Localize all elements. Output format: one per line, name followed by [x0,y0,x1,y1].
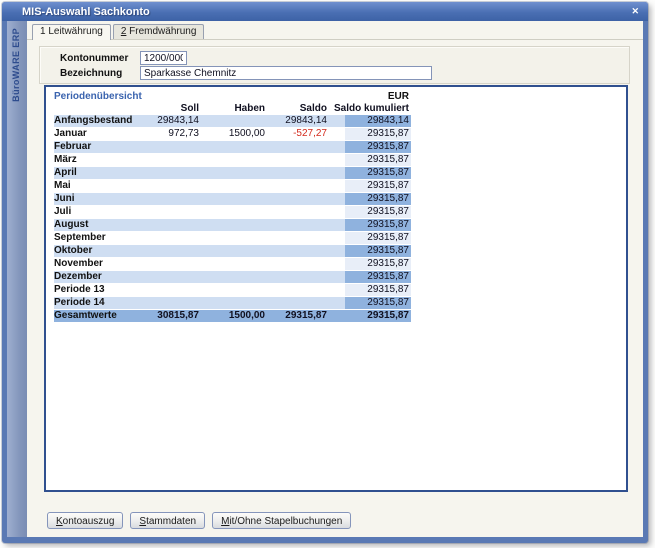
total-row: Gesamtwerte 30815,87 1500,00 29315,87 29… [54,310,411,323]
tab-fremdwaehrung-rest: Fremdwährung [126,26,197,37]
cell-kum: 29315,87 [345,167,411,179]
brand-sidebar: BüroWARE ERP [7,21,27,537]
cell-kum: 29315,87 [345,258,411,270]
cell-kum: 29315,87 [345,297,411,309]
period-table: Periodenübersicht EUR Soll Haben Saldo S… [54,90,411,323]
cell-kum: 29315,87 [345,232,411,244]
cell-label: Januar [54,128,87,139]
cell-label: August [54,219,89,230]
table-row[interactable]: Juli 29315,87 [54,206,411,219]
cell-label: September [54,232,106,243]
table-row[interactable]: Oktober 29315,87 [54,245,411,258]
stapelbuchungen-rest: it/Ohne Stapelbuchungen [229,516,343,527]
table-row[interactable]: März 29315,87 [54,154,411,167]
table-row[interactable]: Dezember 29315,87 [54,271,411,284]
brand-vertical-label: BüroWARE ERP [11,28,21,102]
column-header-haben: Haben [234,103,265,114]
cell-kum: 29315,87 [345,128,411,140]
column-header-soll: Soll [180,103,199,114]
tab-strip: 1 Leitwährung 2 Fremdwährung [27,23,643,40]
table-row[interactable]: Februar 29315,87 [54,141,411,154]
account-form: Kontonummer Bezeichnung [39,46,630,84]
table-header-row: Soll Haben Saldo Saldo kumuliert [54,104,411,114]
cell-soll: 972,73 [168,128,199,139]
table-row[interactable]: Mai 29315,87 [54,180,411,193]
cell-kum: 29315,87 [345,284,411,296]
cell-label: Gesamtwerte [54,310,117,321]
cell-kum: 29315,87 [345,180,411,192]
cell-label: Oktober [54,245,93,256]
cell-label: Anfangsbestand [54,115,133,126]
cell-saldo: 29315,87 [285,310,327,321]
table-row[interactable]: Januar 972,73 1500,00 -527,27 29315,87 [54,128,411,141]
cell-kum: 29315,87 [345,154,411,166]
table-row[interactable]: November 29315,87 [54,258,411,271]
window-body: BüroWARE ERP 1 Leitwährung 2 Fremdwährun… [7,21,643,537]
table-row[interactable]: Juni 29315,87 [54,193,411,206]
cell-label: November [54,258,103,269]
table-row[interactable]: April 29315,87 [54,167,411,180]
table-title-row: Periodenübersicht EUR [54,90,411,103]
cell-haben: 1500,00 [228,310,265,321]
kontoauszug-button[interactable]: Kontoauszug [47,512,124,529]
cell-label: Mai [54,180,71,191]
table-row[interactable]: Anfangsbestand 29843,14 29843,14 29843,14 [54,115,411,128]
cell-saldo: -527,27 [293,128,327,139]
cell-kum: 29315,87 [345,219,411,231]
currency-label: EUR [387,91,409,102]
cell-kumuliert: 29315,87 [367,310,409,321]
period-overview-panel: Periodenübersicht EUR Soll Haben Saldo S… [44,85,628,492]
cell-kum: 29315,87 [345,193,411,205]
stammdaten-button[interactable]: Stammdaten [130,512,206,529]
cell-kum: 29315,87 [345,271,411,283]
cell-label: Periode 14 [54,297,105,308]
period-rows: Anfangsbestand 29843,14 29843,14 29843,14 Ja… [54,115,411,310]
table-row[interactable]: August 29315,87 [54,219,411,232]
kontoauszug-hotkey: K [56,516,63,527]
cell-label: Juni [54,193,75,204]
cell-label: Dezember [54,271,102,282]
stapelbuchungen-hotkey: M [221,516,230,527]
account-number-label: Kontonummer [60,52,129,64]
description-input[interactable] [140,66,432,80]
tab-leitwaehrung[interactable]: 1 Leitwährung [32,24,111,40]
table-row[interactable]: Periode 14 29315,87 [54,297,411,310]
stapelbuchungen-button[interactable]: Mit/Ohne Stapelbuchungen [212,512,352,529]
column-header-saldo-kumuliert: Saldo kumuliert [333,103,409,114]
cell-saldo: 29843,14 [285,115,327,126]
cell-label: Februar [54,141,92,152]
section-title: Periodenübersicht [54,91,142,102]
button-row: Kontoauszug Stammdaten Mit/Ohne Stapelbu… [47,512,352,529]
column-header-saldo: Saldo [299,103,327,114]
stammdaten-rest: tammdaten [146,516,197,527]
stammdaten-hotkey: S [139,516,147,527]
window-title: MIS-Auswahl Sachkonto [22,5,150,18]
cell-kum: 29315,87 [345,206,411,218]
cell-label: Periode 13 [54,284,105,295]
main-content: 1 Leitwährung 2 Fremdwährung Kontonummer… [27,21,643,537]
table-row[interactable]: September 29315,87 [54,232,411,245]
kontoauszug-rest: ontoauszug [62,516,115,527]
close-icon[interactable]: ✕ [631,6,639,16]
cell-kum: 29315,87 [345,141,411,153]
cell-soll: 30815,87 [157,310,199,321]
cell-label: April [54,167,77,178]
description-label: Bezeichnung [60,67,123,79]
cell-kum: 29315,87 [345,245,411,257]
cell-label: Juli [54,206,72,217]
table-row[interactable]: Periode 13 29315,87 [54,284,411,297]
title-bar[interactable]: MIS-Auswahl Sachkonto ✕ [2,2,648,21]
cell-soll: 29843,14 [157,115,199,126]
dialog-window: MIS-Auswahl Sachkonto ✕ BüroWARE ERP 1 L… [2,2,648,543]
tab-fremdwaehrung[interactable]: 2 Fremdwährung [112,24,205,39]
account-number-input[interactable] [140,51,187,65]
tab-fremdwaehrung-hotkey: 2 [120,26,127,37]
cell-haben: 1500,00 [228,128,265,139]
cell-label: März [54,154,77,165]
cell-kum: 29843,14 [345,115,411,127]
